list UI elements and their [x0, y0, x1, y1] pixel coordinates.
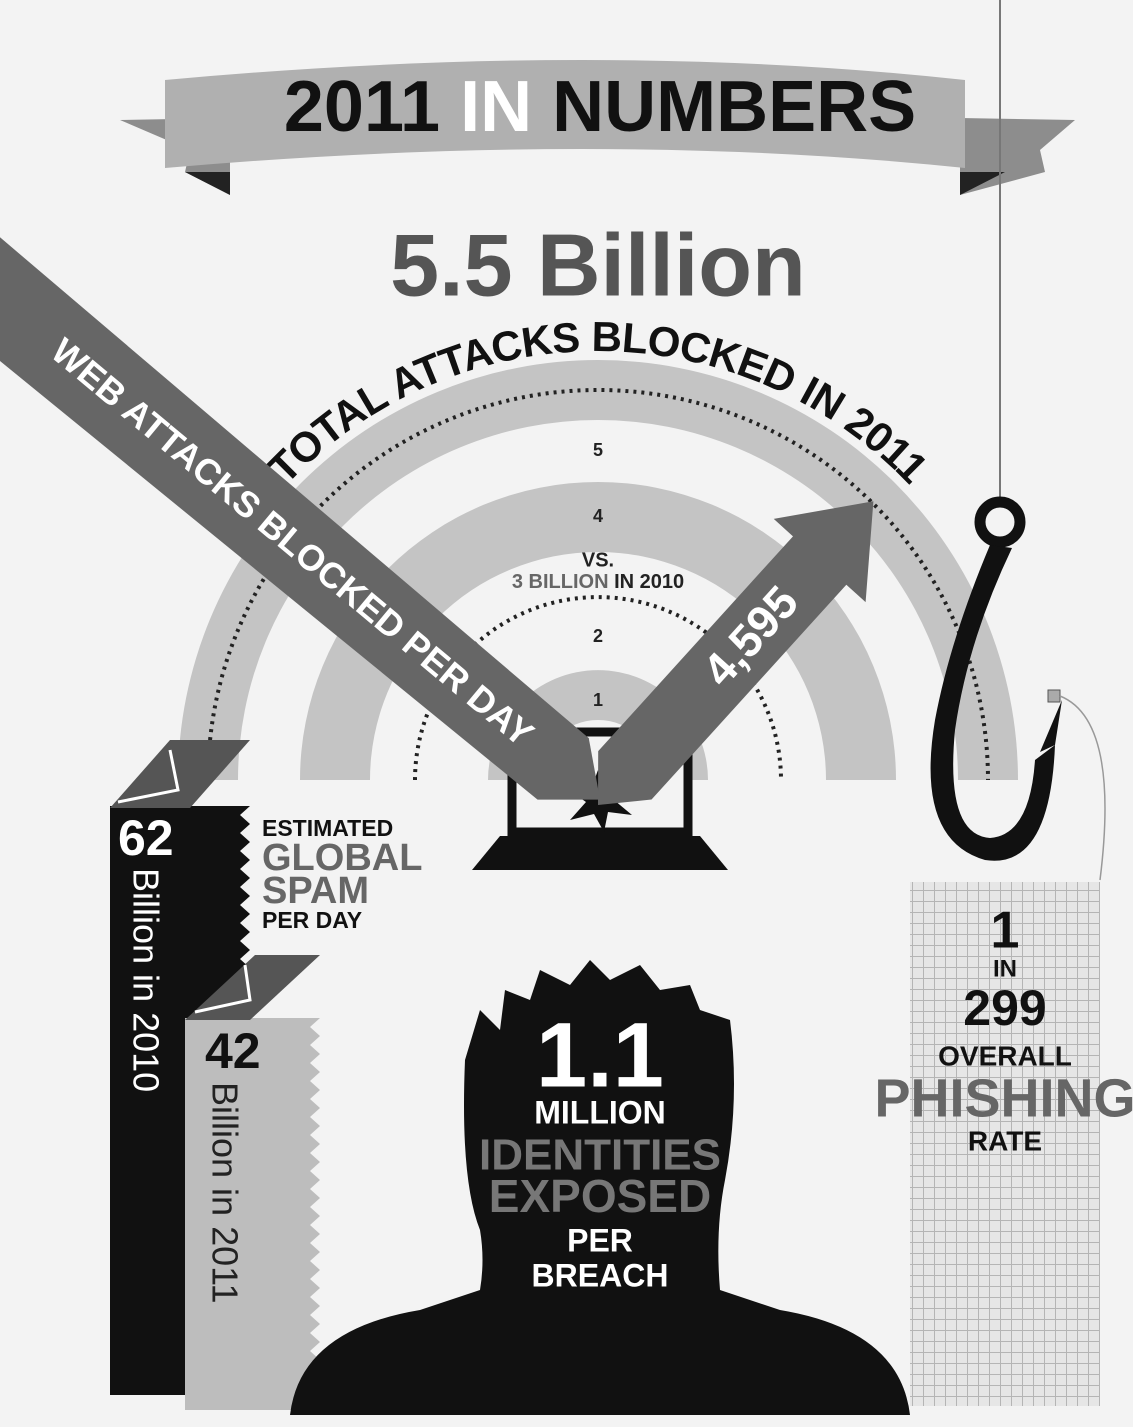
identities-line: MILLION	[534, 1094, 666, 1130]
phishing-line: OVERALL	[938, 1040, 1072, 1071]
banner-word: NUMBERS	[552, 67, 916, 147]
scale-label: 2	[593, 626, 603, 646]
scale-label: 5	[593, 440, 603, 460]
banner-in: IN	[460, 67, 532, 147]
arrow-band	[598, 501, 874, 805]
spam-2011-label: Billion in 2011	[204, 1082, 245, 1303]
spam-label: GLOBAL	[262, 837, 422, 879]
head-silhouette	[290, 960, 910, 1415]
bait-line	[1059, 695, 1106, 881]
phishing-line: 1	[991, 902, 1020, 960]
arc-band	[178, 360, 1018, 780]
ribbon	[165, 60, 965, 168]
total-attacks-value: 5.5 Billion	[390, 215, 806, 314]
head-shape	[290, 960, 910, 1415]
hook-barb	[1040, 700, 1062, 752]
spam-2010-label: Billion in 2010	[125, 868, 166, 1092]
phishing-line: RATE	[968, 1125, 1042, 1156]
hook-body	[930, 545, 1055, 861]
comparison-amount: 3 BILLION	[512, 571, 609, 593]
banner-year: 2011	[284, 67, 440, 147]
fold-mark	[194, 964, 252, 1014]
spam-bar	[185, 1018, 320, 1410]
fish-hook	[930, 496, 1106, 881]
spam-2011-value: 42	[205, 1023, 261, 1079]
identities-value: 1.1	[536, 1004, 664, 1106]
spam-bars	[110, 740, 320, 1410]
dotted-arc	[206, 388, 990, 781]
identities-line: BREACH	[532, 1257, 669, 1293]
comparison-vs: VS.	[582, 549, 614, 571]
phishing-line: PHISHING	[874, 1068, 1133, 1128]
identities-line: EXPOSED	[489, 1170, 711, 1222]
spam-label: PER DAY	[262, 907, 362, 933]
identities-line: IDENTITIES	[479, 1131, 721, 1180]
ribbon-fold-right	[960, 172, 1005, 195]
fold-mark	[117, 749, 180, 804]
bar-top	[110, 740, 250, 808]
hook-eye	[974, 496, 1026, 548]
bait	[1047, 689, 1061, 703]
comparison-year: IN 2010	[614, 571, 684, 593]
comparison: 3 BILLION IN 2010	[512, 571, 684, 593]
spam-label: ESTIMATED	[262, 815, 393, 841]
banner-title: 2011 IN NUMBERS	[284, 67, 916, 147]
spam-label: SPAM	[262, 870, 369, 912]
phishing-line: IN	[993, 955, 1017, 982]
identities-line: PER	[567, 1222, 633, 1258]
scale-label: 4	[593, 506, 603, 526]
scale-label: 1	[593, 690, 603, 710]
spam-2010-value: 62	[118, 810, 174, 866]
ribbon-fold-left	[185, 172, 230, 195]
banner: 2011 IN NUMBERS	[120, 60, 1075, 195]
arc-band	[300, 482, 896, 780]
phishing-grid	[910, 882, 1100, 1406]
bar-top	[185, 955, 320, 1020]
arrow-band	[0, 232, 601, 800]
laptop-base	[472, 836, 728, 870]
phishing-line: 299	[963, 980, 1046, 1036]
